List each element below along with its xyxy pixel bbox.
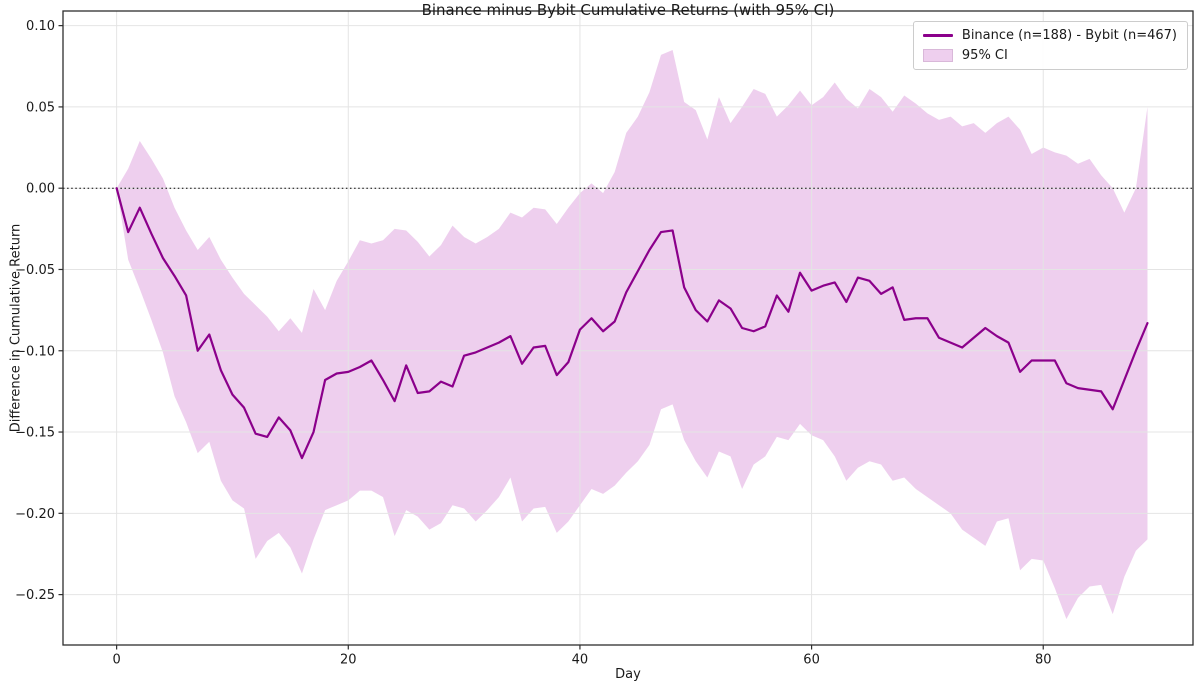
y-tick-label: −0.05	[15, 263, 55, 278]
x-tick-label: 80	[1035, 653, 1052, 668]
x-tick-label: 0	[112, 653, 120, 668]
returns-line	[115, 187, 1149, 460]
axis-spine	[62, 10, 1194, 646]
x-tick-label: 60	[803, 653, 820, 668]
legend-series-label: Binance (n=188) - Bybit (n=467)	[961, 28, 1177, 43]
y-tick-label: −0.15	[15, 426, 55, 441]
legend-ci-swatch	[922, 49, 953, 62]
y-tick-label: 0.00	[26, 182, 55, 197]
legend: Binance (n=188) - Bybit (n=467) 95% CI	[912, 21, 1188, 70]
x-tick-label: 40	[572, 653, 589, 668]
x-axis-label: Day	[615, 667, 641, 682]
y-tick-label: 0.10	[26, 19, 55, 34]
y-tick-label: −0.10	[15, 344, 55, 359]
chart-title: Binance minus Bybit Cumulative Returns (…	[421, 1, 835, 19]
legend-item-series: Binance (n=188) - Bybit (n=467)	[922, 28, 1177, 43]
legend-line-swatch	[922, 34, 953, 37]
legend-ci-label: 95% CI	[961, 48, 1008, 63]
ci-band	[116, 50, 1148, 619]
y-tick-label: −0.25	[15, 588, 55, 603]
legend-item-ci: 95% CI	[922, 48, 1177, 63]
x-tick-label: 20	[340, 653, 357, 668]
y-tick-label: 0.05	[26, 100, 55, 115]
y-axis-label: Difference in Cumulative Return	[8, 223, 24, 433]
y-tick-label: −0.20	[15, 507, 55, 522]
